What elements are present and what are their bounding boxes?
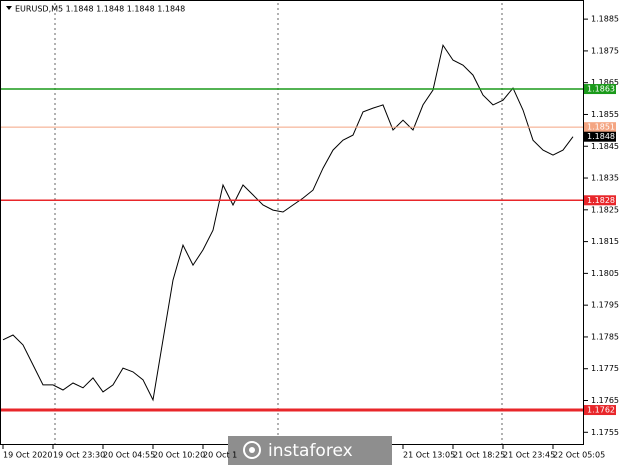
menu-arrow bbox=[6, 6, 12, 10]
last-price-box bbox=[584, 131, 616, 142]
y-tick-label: 1.1845 bbox=[591, 142, 619, 151]
watermark: instaforex bbox=[228, 436, 392, 465]
level-label: 1.1851 bbox=[587, 123, 615, 132]
level-label: 1.1828 bbox=[587, 196, 615, 205]
x-tick-label: 21 Oct 23:45 bbox=[503, 451, 555, 460]
level-label: 1.1762 bbox=[587, 406, 615, 415]
x-tick-label: 20 Oct 10:20 bbox=[153, 451, 205, 460]
y-tick-label: 1.1785 bbox=[591, 332, 619, 341]
y-tick-label: 1.1805 bbox=[591, 269, 619, 278]
y-tick-label: 1.1875 bbox=[591, 46, 619, 55]
x-tick-label: 22 Oct 05:05 bbox=[553, 451, 605, 460]
level-label-box bbox=[584, 122, 616, 133]
watermark-box bbox=[228, 436, 392, 465]
price-line bbox=[2, 43, 574, 402]
plot bbox=[0, 43, 584, 412]
y-tick-label: 1.1815 bbox=[591, 237, 619, 246]
x-tick-label: 19 Oct 2020 bbox=[3, 451, 52, 460]
chart-title: EURUSD,M5 1.1848 1.1848 1.1848 1.1848 bbox=[15, 5, 185, 14]
watermark-text: instaforex bbox=[268, 441, 353, 461]
watermark-logo bbox=[249, 447, 255, 453]
y-tick-label: 1.1885 bbox=[591, 15, 619, 24]
level-label-box bbox=[584, 195, 616, 206]
x-tick-label: 20 Oct 1 bbox=[203, 451, 237, 460]
y-tick-label: 1.1835 bbox=[591, 174, 619, 183]
x-tick-label: 20 Oct 04:55 bbox=[103, 451, 155, 460]
y-tick-label: 1.1865 bbox=[591, 78, 619, 87]
watermark-logo bbox=[243, 441, 261, 459]
x-tick-label: 21 Oct 13:05 bbox=[403, 451, 455, 460]
level-label: 1.1863 bbox=[587, 85, 615, 94]
level-label-box bbox=[584, 84, 616, 95]
y-tick-label: 1.1825 bbox=[591, 205, 619, 214]
x-tick-label: 21 Oct 18:25 bbox=[453, 451, 505, 460]
x-tick-label: 19 Oct 23:30 bbox=[53, 451, 105, 460]
y-tick-label: 1.1775 bbox=[591, 364, 619, 373]
y-tick-label: 1.1755 bbox=[591, 428, 619, 437]
y-tick-label: 1.1795 bbox=[591, 301, 619, 310]
last-price-label: 1.1848 bbox=[587, 132, 615, 141]
y-tick-label: 1.1855 bbox=[591, 110, 619, 119]
level-label-box bbox=[584, 405, 616, 416]
y-tick-label: 1.1765 bbox=[591, 396, 619, 405]
